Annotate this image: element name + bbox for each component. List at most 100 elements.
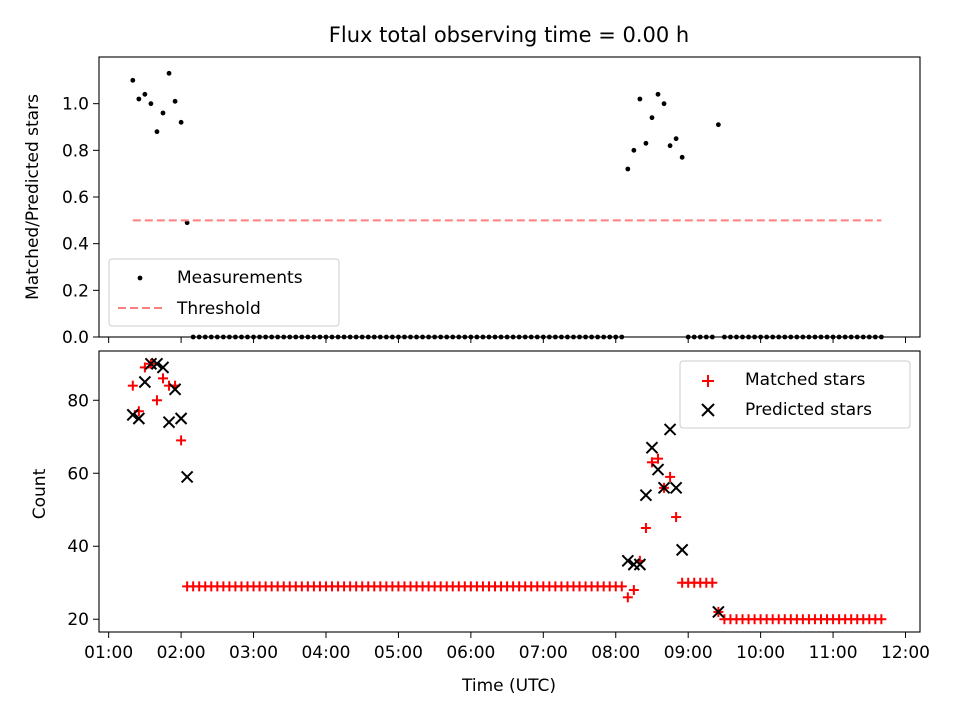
predicted-stars-point bbox=[657, 481, 671, 495]
predicted-stars-point bbox=[174, 412, 188, 425]
y-tick-label: 0.2 bbox=[62, 281, 89, 301]
x-tick-label: 03:00 bbox=[229, 643, 278, 663]
y-tick-label: 0.4 bbox=[62, 235, 89, 255]
x-tick-label: 04:00 bbox=[301, 643, 350, 663]
measurement-point bbox=[178, 119, 184, 125]
measurement-point bbox=[160, 110, 166, 116]
x-tick-label: 05:00 bbox=[374, 643, 423, 663]
legend-marker-matched-stars bbox=[702, 375, 714, 387]
bottom-legend-box bbox=[679, 360, 911, 429]
x-tick-label: 01:00 bbox=[84, 643, 133, 663]
measurement-point bbox=[679, 154, 685, 160]
matched-stars-point bbox=[176, 435, 187, 446]
matched-stars-point bbox=[127, 380, 138, 391]
predicted-stars-point bbox=[669, 481, 683, 495]
predicted-stars-point bbox=[168, 383, 182, 396]
bottom-plot-marks bbox=[126, 357, 887, 625]
measurement-point bbox=[643, 140, 649, 146]
predicted-stars-point bbox=[621, 554, 635, 568]
y-tick-label: 0.8 bbox=[62, 141, 89, 161]
measurement-point bbox=[136, 96, 142, 102]
predicted-stars-point bbox=[132, 412, 146, 425]
measurement-point bbox=[625, 166, 631, 172]
matched-stars-point bbox=[653, 453, 664, 464]
matched-stars-point bbox=[646, 457, 657, 468]
matched-stars-point bbox=[157, 373, 168, 384]
x-tick-label: 12:00 bbox=[881, 643, 930, 663]
x-tick-label: 07:00 bbox=[519, 643, 568, 663]
bottom-y-axis-label: Count bbox=[30, 468, 50, 519]
figure-title: Flux total observing time = 0.00 h bbox=[329, 23, 689, 47]
predicted-stars-point bbox=[645, 441, 659, 454]
predicted-stars-point bbox=[162, 415, 176, 429]
y-tick-label: 0.6 bbox=[62, 188, 89, 208]
matched-stars-point bbox=[622, 592, 633, 603]
x-axis-label: Time (UTC) bbox=[461, 676, 556, 696]
legend-marker-measurements bbox=[137, 275, 143, 281]
predicted-stars-point bbox=[126, 408, 140, 422]
top-y-axis-label: Matched/Predicted stars bbox=[23, 94, 43, 300]
matched-stars-point bbox=[671, 512, 682, 523]
predicted-stars-point bbox=[663, 423, 677, 436]
x-tick-label: 06:00 bbox=[446, 643, 495, 663]
x-tick-label: 09:00 bbox=[664, 643, 713, 663]
legend-label-matched-stars: Matched stars bbox=[745, 370, 865, 390]
y-tick-label: 0.0 bbox=[62, 328, 89, 348]
predicted-stars-point bbox=[150, 357, 164, 370]
measurement-point bbox=[637, 96, 643, 102]
y-tick-label: 20 bbox=[67, 610, 89, 630]
matched-stars-point bbox=[665, 471, 676, 482]
matched-stars-point bbox=[616, 581, 627, 592]
matched-stars-point bbox=[640, 522, 651, 533]
measurement-point bbox=[649, 115, 655, 121]
predicted-stars-point bbox=[675, 543, 689, 557]
top-panel: 0.0 0.2 0.4 0.6 0.8 1.0 Matched/Predicted sta… bbox=[23, 56, 921, 348]
predicted-stars-point bbox=[138, 375, 152, 389]
y-tick-label: 1.0 bbox=[62, 95, 89, 115]
measurement-point bbox=[661, 101, 667, 107]
x-tick-label: 11:00 bbox=[809, 643, 858, 663]
matched-stars-point bbox=[628, 585, 639, 596]
top-axes-frame bbox=[98, 56, 921, 338]
x-tick-label: 10:00 bbox=[736, 643, 785, 663]
x-tick-label: 02:00 bbox=[157, 643, 206, 663]
top-legend: Measurements Threshold bbox=[108, 258, 340, 327]
predicted-stars-point bbox=[639, 488, 653, 502]
measurement-point bbox=[673, 136, 679, 142]
y-tick-label: 80 bbox=[67, 391, 89, 411]
x-tick-label: 08:00 bbox=[591, 643, 640, 663]
measurement-point bbox=[166, 70, 172, 76]
top-y-ticks: 0.0 0.2 0.4 0.6 0.8 1.0 bbox=[62, 95, 99, 348]
predicted-stars-point bbox=[712, 605, 725, 619]
matched-stars-point bbox=[151, 395, 162, 406]
y-tick-label: 40 bbox=[67, 537, 89, 557]
top-legend-box bbox=[108, 258, 340, 327]
predicted-stars-point bbox=[627, 558, 641, 571]
measurement-point bbox=[172, 98, 178, 104]
predicted-stars-point bbox=[651, 463, 665, 476]
measurement-point bbox=[715, 122, 721, 128]
measurement-point bbox=[148, 101, 154, 107]
measurement-point bbox=[142, 91, 148, 97]
legend-label-measurements: Measurements bbox=[177, 268, 303, 288]
predicted-stars-point bbox=[633, 558, 647, 571]
legend-label-threshold: Threshold bbox=[176, 299, 261, 319]
bottom-y-ticks: 20 40 60 80 bbox=[67, 391, 99, 630]
predicted-stars-point bbox=[156, 361, 170, 374]
matched-stars-point bbox=[876, 614, 887, 625]
bottom-axes-frame bbox=[98, 350, 921, 633]
y-tick-label: 60 bbox=[67, 464, 89, 484]
legend-marker-predicted-stars bbox=[701, 403, 715, 417]
legend-label-predicted-stars: Predicted stars bbox=[745, 400, 872, 420]
measurement-point bbox=[184, 220, 190, 226]
measurement-point bbox=[667, 143, 673, 149]
matched-stars-point bbox=[707, 577, 718, 588]
measurement-point bbox=[631, 147, 637, 153]
measurement-point bbox=[655, 91, 661, 97]
measurement-point bbox=[154, 129, 160, 135]
bottom-x-ticks: 01:00 02:00 03:00 04:00 05:00 06:00 07:00 08:00… bbox=[84, 632, 930, 663]
measurement-point bbox=[130, 77, 136, 83]
predicted-stars-point bbox=[180, 470, 194, 484]
